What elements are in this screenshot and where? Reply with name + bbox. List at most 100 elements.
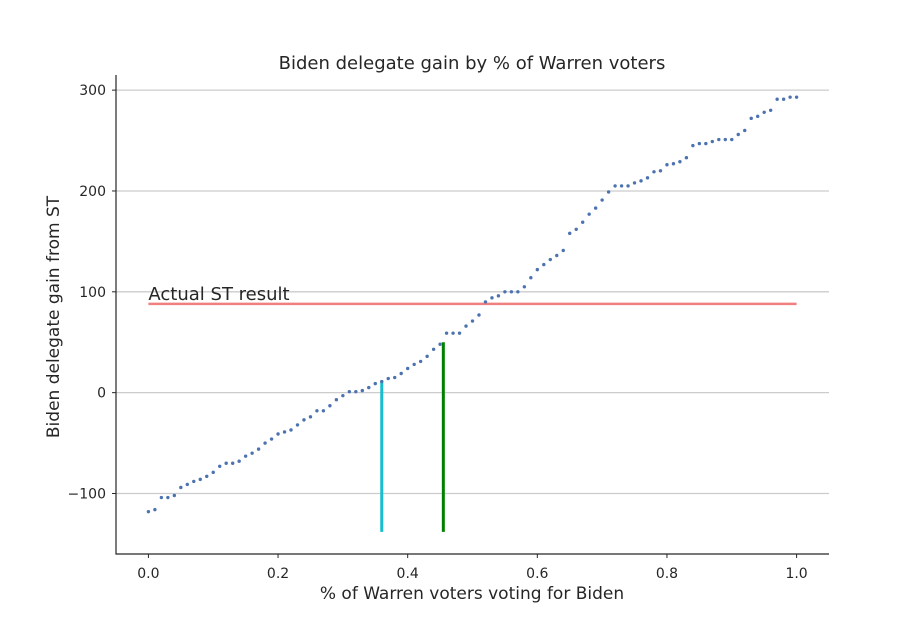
grid-lines bbox=[116, 89, 829, 495]
data-point bbox=[444, 331, 449, 335]
data-point bbox=[386, 376, 390, 381]
data-point bbox=[717, 137, 721, 142]
chart-title: Biden delegate gain by % of Warren voter… bbox=[279, 53, 666, 74]
data-point bbox=[568, 231, 572, 236]
data-point bbox=[321, 409, 326, 413]
data-point bbox=[697, 141, 702, 146]
data-point bbox=[224, 461, 228, 465]
data-point bbox=[230, 461, 235, 465]
data-point bbox=[691, 143, 695, 148]
data-point bbox=[418, 359, 423, 364]
data-point bbox=[289, 428, 293, 432]
data-point bbox=[652, 170, 656, 174]
y-tick-label: 0 bbox=[97, 386, 106, 402]
data-point bbox=[373, 381, 377, 386]
data-point bbox=[166, 495, 170, 500]
data-point bbox=[762, 110, 766, 115]
data-point bbox=[483, 300, 488, 304]
data-point bbox=[250, 451, 254, 455]
y-tick-label: 200 bbox=[79, 184, 106, 200]
data-point bbox=[185, 482, 189, 487]
x-axis-ticks: 0.0 0.2 0.4 0.6 0.8 1.0 bbox=[137, 554, 808, 582]
y-axis-label: Biden delegate gain from ST bbox=[44, 195, 64, 438]
data-point bbox=[205, 474, 209, 479]
data-point bbox=[613, 184, 617, 188]
data-point bbox=[334, 398, 339, 402]
x-axis-label: % of Warren voters voting for Biden bbox=[320, 584, 624, 604]
data-point bbox=[341, 393, 345, 398]
data-point bbox=[237, 459, 241, 463]
data-point bbox=[276, 432, 280, 436]
data-point bbox=[172, 493, 177, 498]
data-point bbox=[328, 404, 332, 408]
data-point bbox=[600, 198, 604, 202]
data-point bbox=[302, 418, 306, 422]
data-point bbox=[768, 108, 773, 112]
data-point bbox=[561, 248, 565, 253]
data-point bbox=[645, 176, 650, 180]
data-point bbox=[736, 132, 740, 137]
data-point bbox=[192, 479, 196, 484]
data-point bbox=[639, 179, 643, 183]
data-point bbox=[457, 331, 462, 335]
data-point bbox=[756, 114, 760, 119]
data-point bbox=[295, 423, 300, 427]
data-point bbox=[503, 290, 507, 294]
x-tick-label: 0.0 bbox=[137, 566, 159, 582]
data-point bbox=[256, 447, 261, 451]
data-point bbox=[269, 437, 274, 441]
data-point bbox=[198, 477, 202, 482]
data-point bbox=[710, 139, 715, 144]
data-point bbox=[451, 331, 455, 335]
data-point bbox=[159, 495, 164, 500]
data-point bbox=[431, 347, 436, 351]
data-point bbox=[367, 385, 371, 390]
y-tick-label: 300 bbox=[79, 83, 106, 99]
data-point bbox=[671, 162, 676, 166]
data-point bbox=[658, 169, 663, 173]
data-point bbox=[548, 257, 552, 262]
data-point bbox=[425, 354, 429, 359]
data-point bbox=[218, 464, 222, 468]
data-point bbox=[788, 95, 792, 99]
data-point bbox=[354, 389, 358, 394]
data-point bbox=[315, 409, 319, 413]
data-point bbox=[509, 290, 514, 294]
x-tick-label: 0.6 bbox=[526, 566, 548, 582]
data-point bbox=[574, 227, 578, 231]
data-point bbox=[606, 190, 611, 194]
data-point bbox=[179, 485, 183, 490]
y-axis-ticks: −100 0 100 200 300 bbox=[68, 83, 116, 502]
data-point bbox=[477, 313, 481, 317]
x-tick-label: 0.2 bbox=[267, 566, 289, 582]
data-point bbox=[490, 296, 494, 300]
data-point bbox=[781, 97, 786, 101]
data-point bbox=[743, 128, 747, 133]
data-point bbox=[405, 366, 410, 371]
data-point bbox=[146, 509, 151, 514]
data-points bbox=[146, 95, 799, 514]
data-point bbox=[522, 285, 527, 289]
axes-spines bbox=[115, 75, 829, 555]
data-point bbox=[626, 184, 630, 188]
x-tick-label: 1.0 bbox=[785, 566, 807, 582]
y-tick-label: 100 bbox=[79, 285, 106, 301]
data-point bbox=[263, 441, 267, 445]
data-point bbox=[529, 275, 533, 280]
data-point bbox=[665, 163, 669, 167]
data-point bbox=[730, 137, 734, 142]
data-point bbox=[587, 212, 591, 216]
data-point bbox=[555, 253, 559, 258]
data-point bbox=[619, 184, 624, 188]
data-point bbox=[496, 294, 501, 298]
data-point bbox=[542, 262, 546, 267]
reference-line-label: Actual ST result bbox=[148, 284, 289, 305]
data-point bbox=[678, 160, 682, 164]
data-point bbox=[516, 290, 520, 294]
data-point bbox=[464, 324, 468, 328]
x-tick-label: 0.8 bbox=[656, 566, 678, 582]
data-point bbox=[749, 116, 753, 121]
data-point bbox=[380, 379, 384, 384]
data-point bbox=[438, 342, 442, 346]
y-tick-label: −100 bbox=[68, 486, 106, 502]
